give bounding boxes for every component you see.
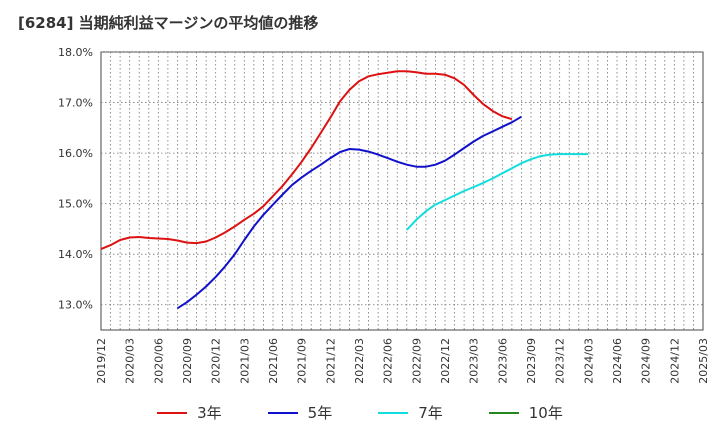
series-line-3年 (100, 70, 513, 251)
x-tick-label: 2023/06 (496, 338, 509, 384)
x-tick-label: 2021/12 (324, 338, 337, 384)
series-line-5年 (176, 115, 522, 310)
legend-label: 3年 (197, 404, 222, 422)
legend: 3年 5年 7年 10年 (0, 402, 720, 423)
y-tick-label: 16.0% (58, 147, 93, 160)
legend-label: 5年 (307, 404, 333, 422)
x-tick-label: 2024/06 (611, 338, 624, 384)
x-tick-label: 2022/03 (353, 338, 366, 384)
x-tick-label: 2020/09 (181, 338, 194, 384)
x-tick-label: 2021/06 (267, 338, 280, 384)
grid (100, 51, 704, 331)
y-tick-label: 17.0% (58, 97, 93, 110)
x-tick-label: 2023/03 (468, 338, 481, 384)
legend-item: 10年 (488, 402, 563, 423)
x-tick-label: 2020/06 (152, 338, 165, 384)
x-tick-label: 2022/06 (382, 338, 395, 384)
y-tick-label: 15.0% (58, 198, 93, 211)
x-tick-label: 2024/12 (668, 338, 681, 384)
series-lines (100, 70, 589, 310)
legend-label: 10年 (528, 404, 563, 422)
x-tick-label: 2025/03 (697, 338, 710, 384)
x-tick-label: 2024/03 (582, 338, 595, 384)
x-tick-label: 2020/03 (124, 338, 137, 384)
series-line-7年 (406, 153, 589, 231)
legend-swatch (267, 411, 298, 414)
x-tick-label: 2024/09 (640, 338, 653, 384)
x-tick-label: 2020/12 (210, 338, 223, 384)
x-tick-label: 2022/09 (410, 338, 423, 384)
x-tick-label: 2019/12 (95, 338, 108, 384)
legend-item: 3年 (157, 402, 222, 423)
x-tick-label: 2021/03 (238, 338, 251, 384)
chart-title: [6284] 当期純利益マージンの平均値の推移 (18, 14, 319, 32)
x-tick-label: 2022/12 (439, 338, 452, 384)
legend-item: 7年 (378, 402, 443, 423)
x-tick-label: 2023/09 (525, 338, 538, 384)
y-tick-label: 13.0% (58, 299, 93, 312)
axes: 13.0% 14.0% 15.0% 16.0% 17.0% 18.0% 2019/12 202… (58, 46, 710, 384)
legend-swatch (488, 411, 519, 414)
legend-item: 5年 (267, 402, 333, 423)
y-tick-label: 14.0% (58, 248, 93, 261)
y-tick-label: 18.0% (58, 46, 93, 59)
x-tick-label: 2021/09 (296, 338, 309, 384)
legend-label: 7年 (418, 404, 443, 422)
plot-area (100, 51, 704, 331)
legend-swatch (157, 411, 188, 414)
x-tick-label: 2023/12 (554, 338, 567, 384)
legend-swatch (378, 411, 409, 414)
